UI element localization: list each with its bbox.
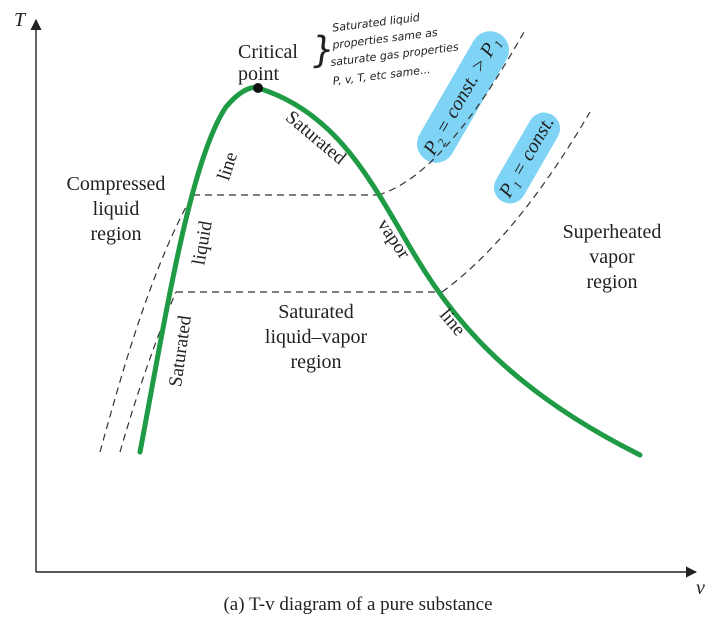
compressed-liquid-region-label: Compressed liquid region	[67, 173, 166, 245]
superheated-isobar-p1	[441, 111, 591, 293]
saturated-liquid-line	[137, 85, 261, 455]
critical-point-label-line1: Critical	[238, 41, 298, 63]
x-axis-label: v	[696, 577, 705, 599]
liquid-line-label-saturated: Saturated	[165, 314, 196, 388]
critical-point-label-line2: point	[238, 63, 280, 85]
compressed-liquid-isobar-p2	[99, 193, 194, 453]
svg-text:region: region	[586, 271, 637, 293]
handwritten-note: Saturated liquid properties same as satu…	[330, 11, 460, 88]
svg-text:vapor: vapor	[589, 246, 635, 268]
svg-text:Compressed: Compressed	[67, 173, 166, 195]
liquid-vapor-region-label: Saturated liquid–vapor region	[265, 301, 368, 373]
critical-point-marker	[253, 83, 263, 93]
superheated-isobar-p2	[377, 31, 525, 196]
svg-text:region: region	[90, 223, 141, 245]
svg-text:region: region	[290, 351, 341, 373]
svg-text:Superheated: Superheated	[563, 221, 662, 243]
vapor-line-label-vapor: vapor	[373, 215, 415, 263]
svg-text:Saturated: Saturated	[278, 301, 354, 323]
svg-text:liquid–vapor: liquid–vapor	[265, 326, 368, 348]
svg-text:liquid: liquid	[93, 198, 140, 220]
liquid-line-label-line: line	[213, 150, 242, 184]
superheated-vapor-region-label: Superheated vapor region	[563, 221, 662, 293]
highlight-p2	[417, 31, 509, 163]
vapor-line-label-line: line	[435, 305, 469, 340]
y-axis-label: T	[14, 9, 27, 31]
liquid-line-label-liquid: liquid	[188, 219, 216, 267]
figure-caption: (a) T-v diagram of a pure substance	[223, 594, 492, 615]
highlight-p1	[494, 112, 560, 204]
note-brace: }	[311, 29, 337, 71]
saturated-vapor-line	[255, 85, 643, 458]
